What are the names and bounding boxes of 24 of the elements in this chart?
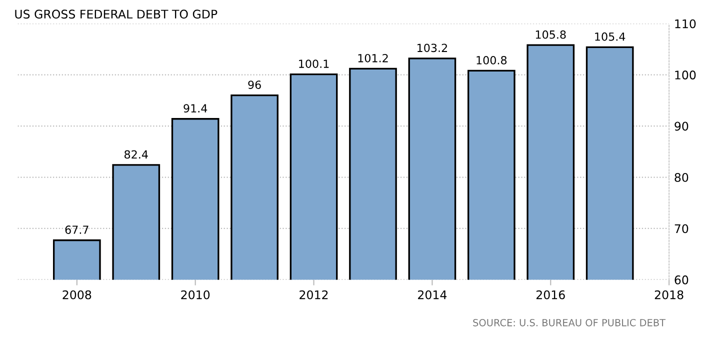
data-label: 67.7 xyxy=(65,226,88,234)
data-label: 100.1 xyxy=(299,60,329,68)
data-label: 91.4 xyxy=(184,104,208,113)
chart-title: US GROSS FEDERAL DEBT TO GDP xyxy=(15,10,218,19)
x-tick-label: 2014 xyxy=(418,290,447,300)
y-tick-label: 60 xyxy=(674,275,688,284)
data-label: 82.4 xyxy=(124,150,148,159)
x-tick-label: 2016 xyxy=(536,290,565,300)
data-label: 103.2 xyxy=(418,44,447,52)
y-tick-label: 90 xyxy=(674,122,688,131)
data-label: 105.8 xyxy=(536,30,566,39)
x-tick-label: 2012 xyxy=(300,290,328,300)
data-label: 100.8 xyxy=(476,56,507,64)
x-tick-label: 2018 xyxy=(654,290,684,300)
y-tick-label: 110 xyxy=(675,19,696,28)
y-tick-label: 100 xyxy=(675,70,696,80)
data-label: 105.4 xyxy=(595,32,626,41)
x-tick-label: 2010 xyxy=(181,290,210,300)
data-label: 101.2 xyxy=(358,54,388,62)
data-label: 96 xyxy=(248,80,261,89)
source-note: SOURCE: U.S. BUREAU OF PUBLIC DEBT xyxy=(473,318,666,326)
x-tick-label: 2008 xyxy=(62,290,92,300)
y-tick-label: 80 xyxy=(674,172,688,182)
y-tick-label: 70 xyxy=(674,224,688,234)
